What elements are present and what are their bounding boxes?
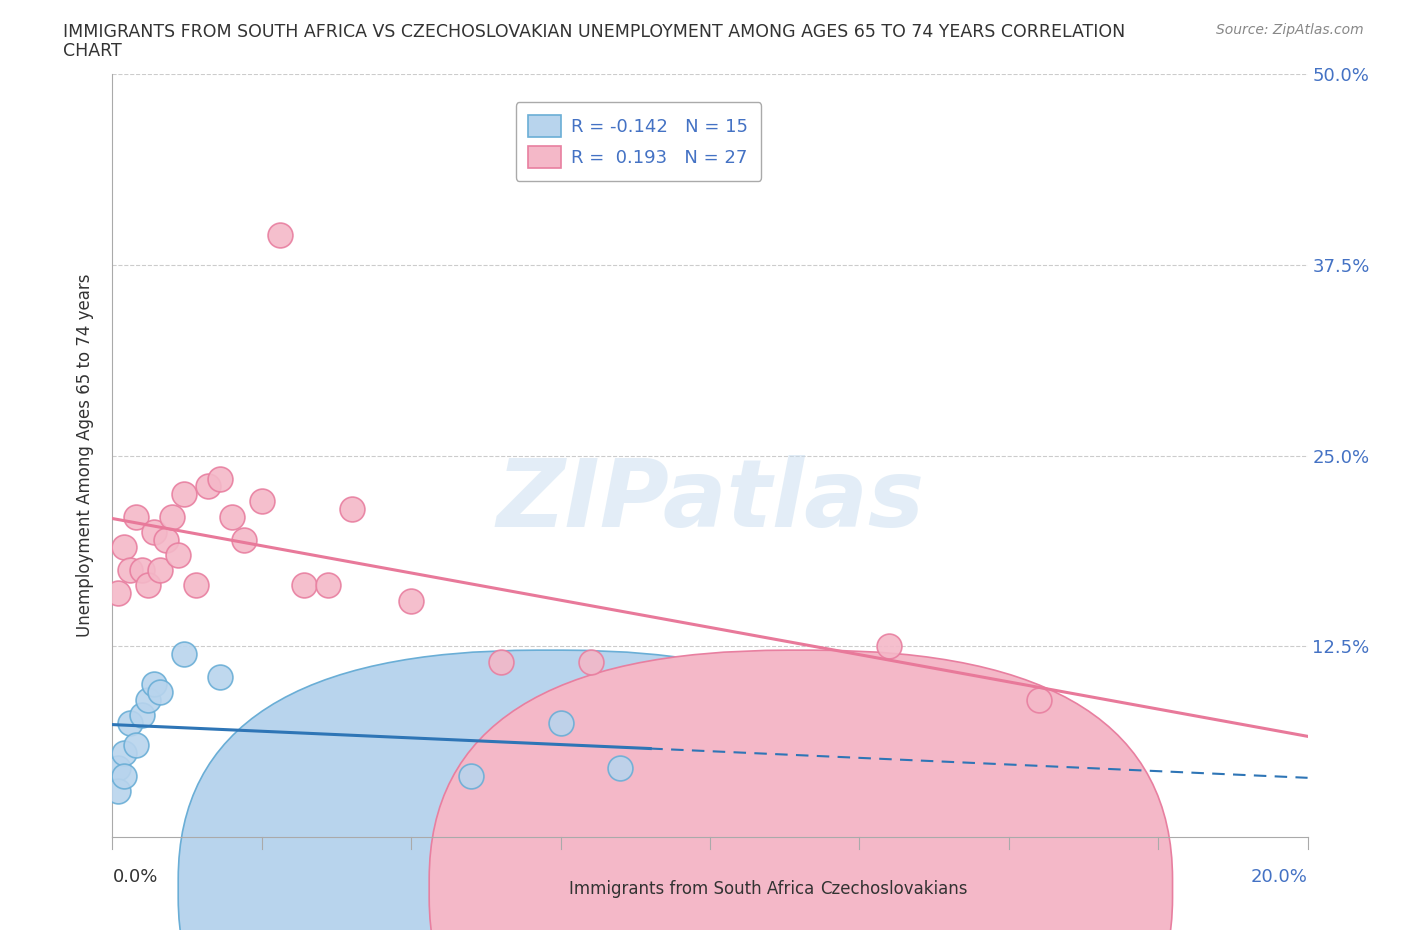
Text: CHART: CHART — [63, 42, 122, 60]
Point — [120, 715, 142, 730]
Point — [460, 768, 482, 783]
Point — [162, 510, 183, 525]
Point — [233, 532, 256, 547]
Point — [489, 654, 512, 669]
Point — [609, 761, 631, 776]
Y-axis label: Unemployment Among Ages 65 to 74 years: Unemployment Among Ages 65 to 74 years — [76, 274, 94, 637]
Point — [149, 563, 172, 578]
Point — [149, 684, 172, 699]
Point — [197, 479, 219, 494]
Point — [340, 501, 363, 516]
Point — [143, 677, 166, 692]
Point — [114, 768, 135, 783]
Point — [221, 510, 243, 525]
Point — [125, 738, 148, 753]
Text: Immigrants from South Africa: Immigrants from South Africa — [569, 880, 814, 897]
Legend: R = -0.142   N = 15, R =  0.193   N = 27: R = -0.142 N = 15, R = 0.193 N = 27 — [516, 102, 761, 180]
Point — [125, 510, 148, 525]
Text: ZIPatlas: ZIPatlas — [496, 456, 924, 548]
FancyBboxPatch shape — [179, 650, 921, 930]
Text: IMMIGRANTS FROM SOUTH AFRICA VS CZECHOSLOVAKIAN UNEMPLOYMENT AMONG AGES 65 TO 74: IMMIGRANTS FROM SOUTH AFRICA VS CZECHOSL… — [63, 23, 1126, 41]
Point — [186, 578, 208, 592]
Point — [131, 708, 153, 723]
Point — [167, 548, 190, 563]
Text: 20.0%: 20.0% — [1251, 868, 1308, 885]
Point — [550, 715, 572, 730]
Point — [173, 646, 195, 661]
Point — [401, 593, 423, 608]
Text: Czechoslovakians: Czechoslovakians — [820, 880, 967, 897]
Point — [155, 532, 177, 547]
Text: Source: ZipAtlas.com: Source: ZipAtlas.com — [1216, 23, 1364, 37]
Point — [143, 525, 166, 539]
Point — [131, 563, 153, 578]
Point — [269, 227, 291, 242]
Point — [173, 486, 195, 501]
Point — [107, 784, 129, 799]
Point — [120, 563, 142, 578]
Point — [107, 761, 129, 776]
Point — [250, 494, 273, 509]
Text: 0.0%: 0.0% — [112, 868, 157, 885]
Point — [138, 578, 160, 592]
Point — [579, 654, 602, 669]
Point — [114, 746, 135, 761]
Point — [138, 692, 160, 707]
Point — [209, 472, 232, 486]
FancyBboxPatch shape — [429, 650, 1173, 930]
Point — [209, 670, 232, 684]
Point — [107, 586, 129, 601]
Point — [1028, 692, 1050, 707]
Point — [114, 539, 135, 554]
Point — [292, 578, 315, 592]
Point — [316, 578, 339, 592]
Point — [879, 639, 901, 654]
